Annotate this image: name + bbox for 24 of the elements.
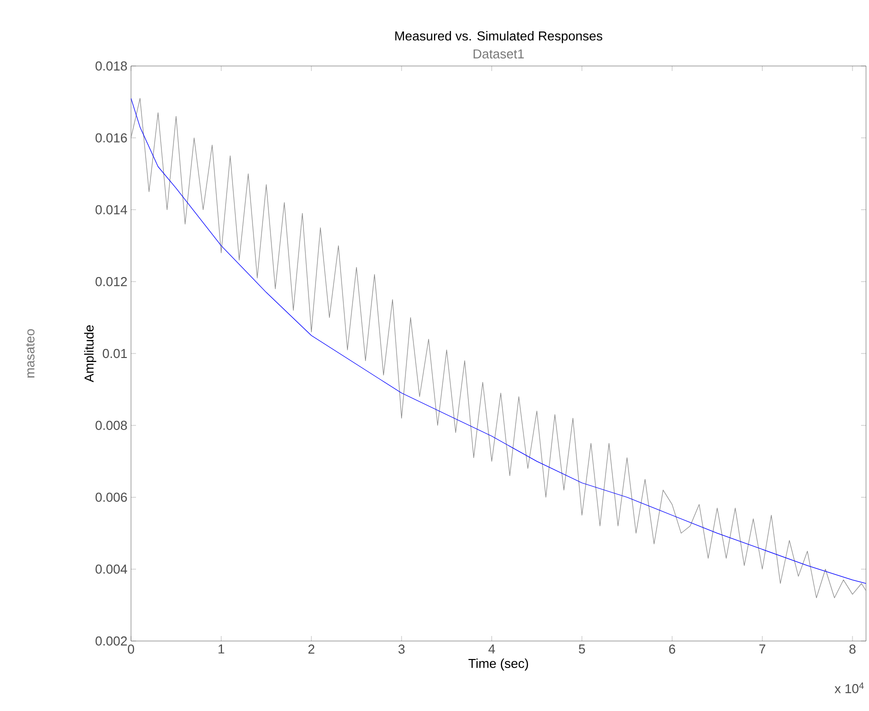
chart-subtitle: Dataset1 <box>474 49 524 58</box>
x-axis-title: Time (sec) <box>468 658 528 671</box>
x-tick-label: 1 <box>218 644 224 654</box>
x-tick-label: 3 <box>398 644 405 654</box>
x-tick-label: 0 <box>128 644 134 654</box>
x-tick-label: 8 <box>849 644 856 654</box>
y-tick-label: 0.008 <box>96 420 127 430</box>
x-tick-label: 5 <box>578 644 585 654</box>
y-tick-label: 0.018 <box>96 61 127 71</box>
x-tick-label: 2 <box>308 644 314 654</box>
y-axis-title: Amplitude <box>84 325 96 382</box>
chart-title: Measured vs. Simulated Responses <box>395 31 602 44</box>
y-tick-label: 0.014 <box>96 205 128 214</box>
y-tick-label: 0.01 <box>102 348 127 358</box>
y-tick-label: 0.004 <box>96 564 128 574</box>
y-tick-label: 0.006 <box>96 492 127 502</box>
y-tick-label: 0.012 <box>96 277 127 286</box>
y-tick-label: 0.016 <box>96 133 127 142</box>
y-tick-label: 0.002 <box>96 636 127 646</box>
x-tick-label: 4 <box>488 644 495 654</box>
x-tick-label: 7 <box>759 644 766 654</box>
text: x 10$^{4}$ <box>834 682 864 694</box>
text: masateo <box>26 329 34 378</box>
x-tick-label: 6 <box>669 644 676 654</box>
